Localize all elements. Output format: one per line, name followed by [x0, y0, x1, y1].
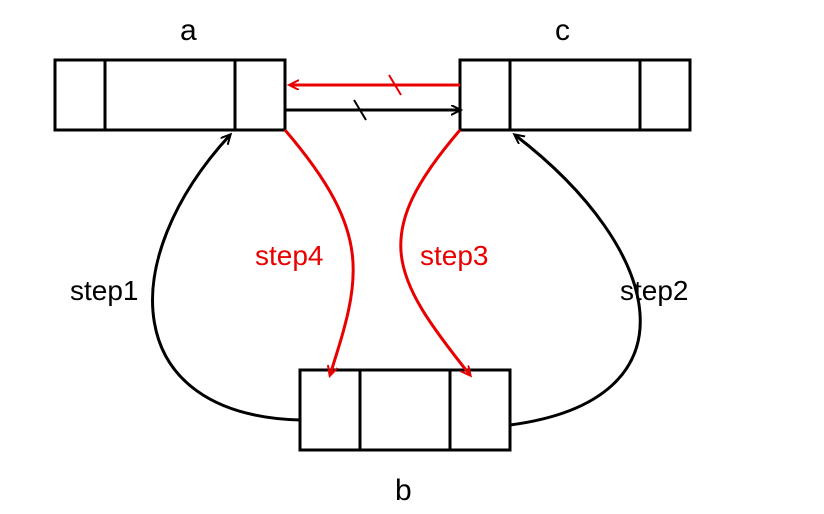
label-step2: step2	[620, 275, 689, 306]
curve-step1: step1	[70, 135, 300, 420]
arrow-a_to_c	[285, 100, 460, 120]
label-step4: step4	[255, 240, 324, 271]
label-step3: step3	[420, 240, 489, 271]
node-label-a: a	[180, 14, 197, 47]
node-label-b: b	[395, 474, 412, 507]
curve-step2: step2	[510, 135, 689, 425]
curve-step3: step3	[401, 130, 489, 375]
node-label-c: c	[555, 14, 570, 47]
arrow-c_to_a_red	[290, 75, 460, 95]
curve-step4: step4	[255, 130, 353, 375]
node-c: c	[460, 14, 690, 130]
node-a: a	[55, 14, 285, 130]
label-step1: step1	[70, 275, 139, 306]
node-b: b	[300, 370, 510, 507]
